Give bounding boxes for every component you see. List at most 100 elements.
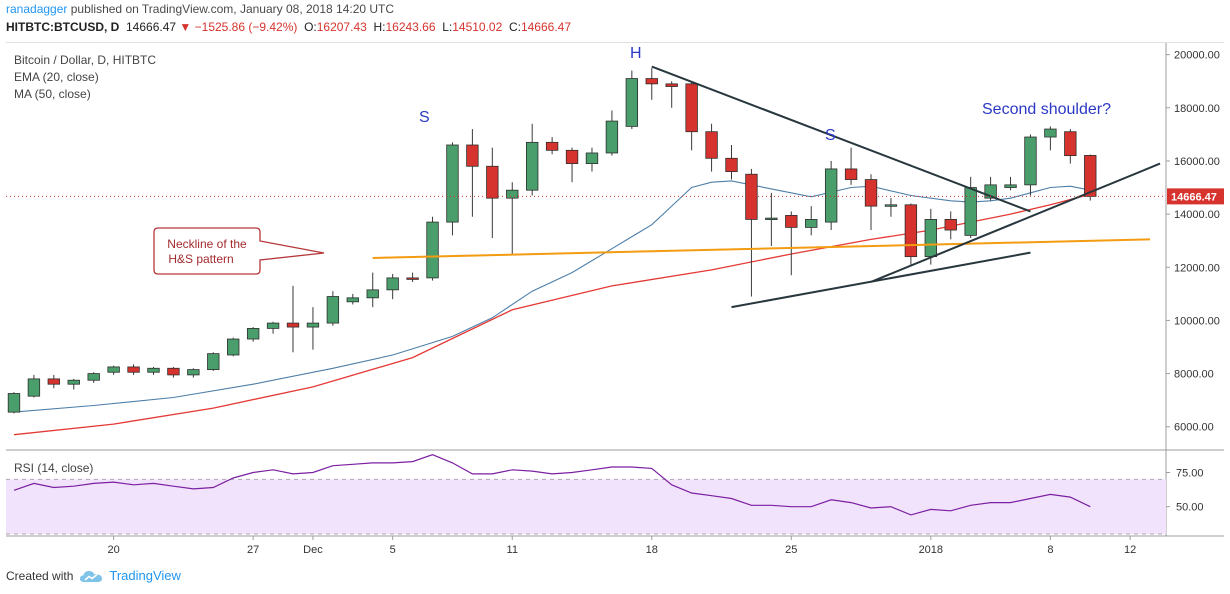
candle bbox=[685, 82, 698, 151]
candle-body-down bbox=[167, 367, 180, 376]
candle bbox=[864, 174, 878, 231]
candle-body-up bbox=[27, 378, 41, 397]
candle-body-down bbox=[944, 219, 957, 231]
published-text: published on TradingView.com, January 08… bbox=[70, 2, 395, 16]
annotation-second-shoulder: Second shoulder? bbox=[982, 101, 1111, 118]
candle bbox=[725, 145, 738, 180]
close-value: 14666.47 bbox=[520, 20, 572, 34]
price-tick-label: 10000.00 bbox=[1174, 315, 1220, 327]
time-tick-label: 11 bbox=[507, 544, 518, 556]
candle bbox=[346, 293, 359, 305]
candle-body-up bbox=[446, 144, 459, 223]
candle-body-up bbox=[964, 187, 977, 236]
low-label: L: bbox=[442, 20, 453, 34]
candle bbox=[665, 81, 678, 108]
author-link[interactable]: ranadagger bbox=[6, 2, 68, 16]
candle-body-down bbox=[665, 83, 678, 87]
candle-body-up bbox=[984, 184, 997, 199]
moving-average-layer bbox=[13, 180, 1091, 436]
candle bbox=[585, 147, 599, 172]
candle bbox=[1044, 126, 1057, 151]
time-tick-label: 18 bbox=[646, 544, 658, 556]
candle-body-down bbox=[466, 144, 479, 167]
candle-body-down bbox=[645, 78, 658, 85]
low-value: 14510.02 bbox=[452, 20, 503, 34]
candle bbox=[805, 206, 818, 236]
price-tick-label: 6000.00 bbox=[1174, 422, 1214, 434]
ma50-line bbox=[13, 193, 1091, 436]
trendline-3 bbox=[870, 162, 1161, 283]
candle-body-up bbox=[7, 393, 21, 413]
candle-body-down bbox=[785, 215, 798, 228]
time-tick-label: 8 bbox=[1047, 544, 1053, 556]
publish-line: ranadagger published on TradingView.com,… bbox=[6, 2, 394, 16]
open-label: O: bbox=[304, 20, 317, 34]
tradingview-brand-link[interactable]: TradingView bbox=[109, 568, 181, 583]
candle bbox=[765, 192, 778, 246]
candle bbox=[127, 364, 140, 375]
rsi-band-layer bbox=[6, 478, 1166, 535]
candle bbox=[386, 273, 399, 300]
rsi-line bbox=[13, 454, 1091, 516]
candle-body-up bbox=[87, 373, 100, 381]
price-tick-label: 8000.00 bbox=[1174, 369, 1214, 381]
trendline-2 bbox=[731, 251, 1031, 309]
candle bbox=[326, 291, 340, 326]
candle bbox=[824, 160, 838, 231]
candle-body-down bbox=[705, 131, 718, 159]
time-tick-label: Dec bbox=[303, 544, 323, 556]
candle-body-down bbox=[286, 322, 300, 328]
time-tick-label: 5 bbox=[390, 544, 396, 556]
candle bbox=[506, 182, 519, 254]
candle bbox=[306, 307, 320, 350]
time-tick-label: 27 bbox=[247, 544, 259, 556]
candle-body-up bbox=[824, 168, 838, 223]
open-value: 16207.43 bbox=[316, 20, 367, 34]
price-change: −1525.86 (−9.42%) bbox=[194, 20, 298, 34]
time-tick-label: 25 bbox=[785, 544, 797, 556]
rsi-layer bbox=[13, 454, 1091, 516]
chart-svg[interactable]: 6000.00 8000.00 10000.00 12000.00 14000.00 16… bbox=[6, 42, 1224, 560]
candle-body-down bbox=[545, 141, 559, 151]
candle-body-up bbox=[207, 353, 220, 370]
price-tick-label: 16000.00 bbox=[1174, 156, 1220, 168]
candle bbox=[227, 337, 240, 357]
candle bbox=[1064, 129, 1077, 164]
high-value: 16243.66 bbox=[385, 20, 436, 34]
candle-body-down bbox=[1064, 131, 1077, 157]
rsi-tick-label: 75.00 bbox=[1176, 468, 1204, 480]
price-tick-label: 20000.00 bbox=[1174, 50, 1220, 62]
candle-body-up bbox=[1044, 128, 1057, 138]
candle-body-down bbox=[725, 157, 738, 172]
price-tick-label: 14000.00 bbox=[1174, 209, 1220, 221]
candle bbox=[884, 198, 898, 217]
candle-body-up bbox=[246, 327, 260, 340]
chart-frame[interactable]: 6000.00 8000.00 10000.00 12000.00 14000.00 16… bbox=[6, 42, 1224, 565]
legend-ma: MA (50, close) bbox=[14, 87, 91, 101]
candle-body-up bbox=[625, 78, 639, 127]
time-tick-label: 12 bbox=[1124, 544, 1136, 556]
neckline-line bbox=[372, 238, 1151, 259]
candle bbox=[944, 211, 957, 240]
legend-ema: EMA (20, close) bbox=[14, 70, 99, 84]
last-price-tag-label: 14666.47 bbox=[1171, 191, 1217, 203]
candle bbox=[745, 168, 758, 297]
candle bbox=[107, 365, 120, 375]
candle-body-up bbox=[306, 322, 320, 328]
candle bbox=[27, 374, 41, 398]
ohlc-line: HITBTC:BTCUSD, D 14666.47 ▼ −1525.86 (−9… bbox=[6, 20, 571, 34]
legend-title: Bitcoin / Dollar, D, HITBTC bbox=[14, 53, 156, 67]
axis-layer: 6000.00 8000.00 10000.00 12000.00 14000.00 16… bbox=[108, 50, 1224, 556]
neckline-callout-line1: Neckline of the bbox=[167, 237, 247, 251]
candle bbox=[67, 378, 80, 390]
last-price: 14666.47 bbox=[126, 20, 177, 34]
candle-body-up bbox=[585, 152, 599, 165]
candle-body-up bbox=[326, 296, 340, 324]
price-tick-label: 18000.00 bbox=[1174, 103, 1220, 115]
candle-body-down bbox=[47, 378, 61, 385]
price-tick-label: 12000.00 bbox=[1174, 262, 1220, 274]
candle-body-up bbox=[526, 141, 539, 191]
candle-body-up bbox=[366, 289, 379, 299]
candle-body-up bbox=[605, 120, 619, 154]
candle-body-up bbox=[266, 322, 280, 329]
